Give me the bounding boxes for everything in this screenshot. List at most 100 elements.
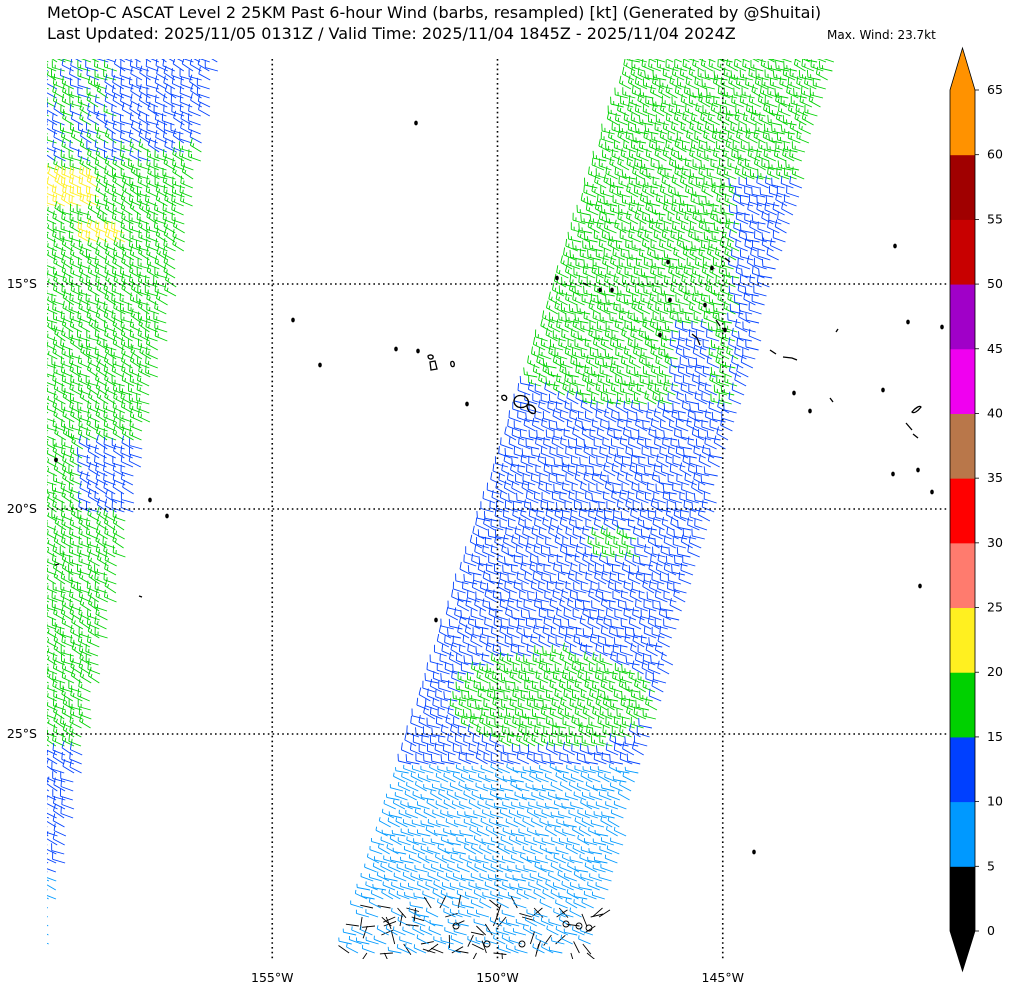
wind-barb [764, 175, 778, 189]
wind-barb [77, 59, 91, 72]
wind-barb [648, 580, 662, 594]
wind-barb [621, 663, 635, 675]
wind-barb [95, 246, 108, 261]
wind-barb [445, 606, 459, 621]
wind-barb [669, 365, 683, 378]
wind-barb [698, 196, 713, 207]
wind-barb [405, 924, 419, 927]
wind-barb [474, 544, 487, 558]
wind-barb [543, 670, 557, 684]
wind-barb [377, 843, 390, 855]
wind-barb [735, 104, 749, 117]
wind-barb [47, 627, 50, 630]
wind-barb [701, 239, 715, 252]
wind-barb [513, 446, 527, 459]
wind-barb [518, 618, 532, 630]
wind-barb [663, 535, 676, 549]
wind-barb [567, 257, 581, 270]
wind-barbs-layer [47, 59, 835, 959]
colorbar-tick-label: 0 [987, 923, 995, 938]
wind-barb [624, 552, 637, 567]
wind-barb [502, 881, 515, 891]
wind-barb [744, 158, 758, 171]
wind-barb [616, 186, 631, 198]
wind-barb [484, 936, 498, 945]
wind-barb [52, 543, 65, 558]
wind-barb [669, 491, 683, 504]
wind-barb [171, 193, 184, 207]
wind-barb [709, 372, 722, 387]
wind-barb [509, 669, 522, 684]
wind-barb [616, 265, 629, 279]
wind-barb [588, 483, 602, 495]
wind-barb [471, 661, 484, 675]
wind-barb [579, 248, 593, 261]
wind-barb [600, 625, 614, 639]
wind-barb [787, 76, 801, 90]
wind-barb [602, 491, 616, 504]
wind-barb [439, 896, 447, 909]
wind-barb [477, 773, 491, 783]
wind-barb [692, 373, 705, 387]
wind-barb [130, 66, 143, 81]
wind-barb [588, 508, 601, 522]
wind-barb [681, 166, 694, 180]
wind-barb [604, 637, 619, 648]
wind-barb [690, 139, 704, 153]
wind-barb [490, 810, 504, 819]
wind-barb [541, 784, 556, 792]
wind-barb [479, 844, 492, 855]
wind-barb [500, 672, 515, 684]
wind-barb [579, 743, 593, 756]
wind-barb [687, 436, 700, 450]
wind-barb [536, 429, 550, 441]
wind-barb [688, 95, 702, 108]
wind-barb [551, 465, 565, 477]
wind-barb [77, 148, 91, 162]
wind-barb [465, 783, 479, 792]
wind-barb [381, 829, 396, 837]
wind-barb [417, 853, 430, 864]
wind-barb [578, 723, 591, 738]
wind-barb [739, 94, 753, 108]
wind-barb [434, 853, 448, 864]
wind-barb [630, 508, 643, 522]
wind-barb [767, 60, 782, 72]
wind-barb [612, 775, 627, 783]
wind-barb [567, 439, 582, 450]
wind-barb [634, 76, 648, 90]
wind-barb [634, 678, 647, 693]
wind-barb [689, 147, 702, 162]
wind-barb [163, 104, 177, 117]
wind-barb [460, 715, 474, 729]
wind-barb [588, 827, 601, 837]
wind-barb [678, 411, 692, 423]
wind-barb [47, 600, 50, 603]
wind-barb [613, 509, 626, 522]
wind-barb [522, 766, 537, 774]
wind-barb [632, 628, 647, 639]
wind-barb [425, 855, 439, 864]
wind-barb [96, 200, 108, 216]
wind-barb [465, 598, 478, 612]
wind-barb [682, 111, 695, 126]
island-dot [434, 617, 438, 623]
wind-barb [512, 928, 527, 936]
wind-barb [137, 111, 150, 126]
wind-barb [783, 194, 797, 207]
wind-barb [532, 624, 546, 639]
wind-barb [674, 138, 687, 153]
wind-barb [53, 129, 66, 144]
wind-barb [588, 717, 602, 729]
wind-barb [479, 714, 492, 729]
wind-barb [592, 907, 603, 917]
wind-barb [112, 525, 125, 540]
wind-barb [503, 927, 517, 936]
wind-barb [68, 175, 82, 189]
wind-barb [547, 367, 562, 378]
wind-barb [686, 365, 699, 378]
wind-barb [487, 845, 500, 855]
wind-barb [77, 68, 91, 81]
wind-barb [699, 346, 712, 360]
wind-barb [545, 376, 560, 387]
